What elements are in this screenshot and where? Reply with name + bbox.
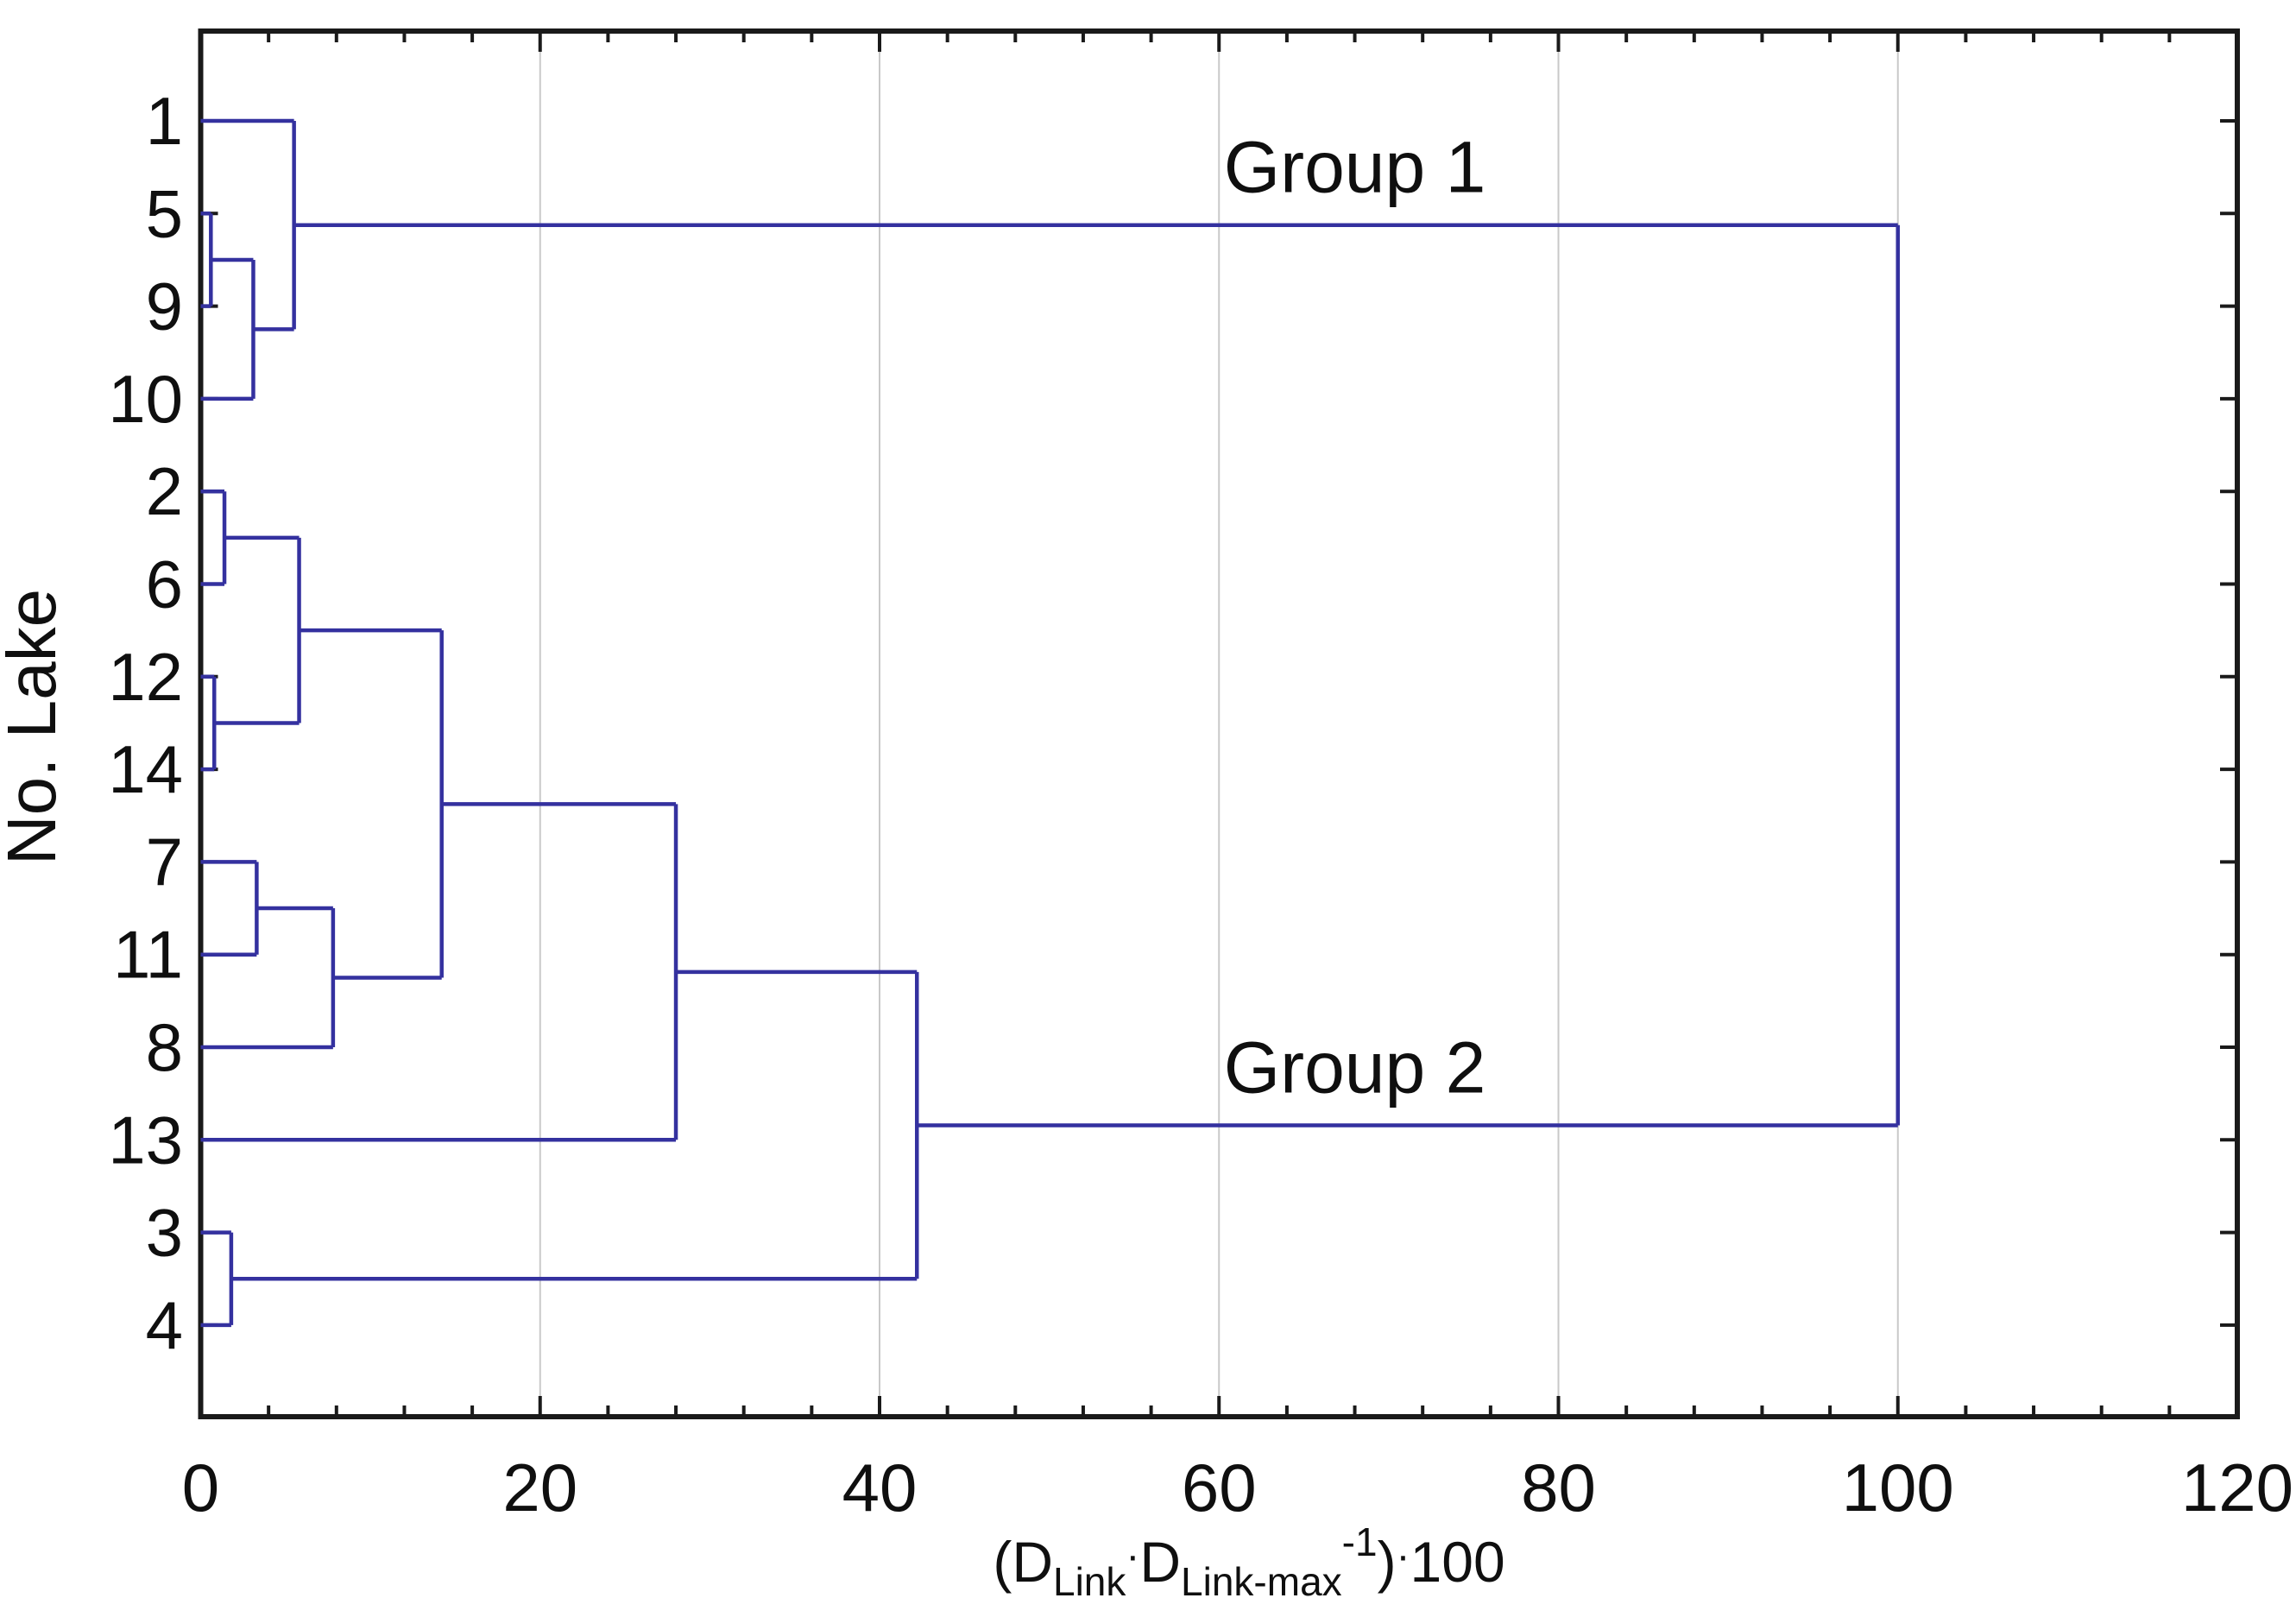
leaf-label: 3 (146, 1195, 183, 1271)
x-axis-title-part: D (1139, 1530, 1181, 1594)
leaf-label: 14 (108, 731, 183, 807)
x-axis-title-part: -1 (1342, 1519, 1378, 1564)
x-tick-label: 20 (502, 1450, 577, 1525)
leaf-label: 5 (146, 175, 183, 251)
x-axis-title-part: 100 (1410, 1530, 1505, 1594)
x-tick-label: 100 (1842, 1450, 1954, 1525)
x-axis-title-part: · (1126, 1533, 1139, 1579)
x-tick-labels: 0 20 40 60 80 100 120 (182, 1450, 2293, 1525)
leaf-label: 12 (108, 639, 183, 715)
x-tick-label: 80 (1521, 1450, 1596, 1525)
x-tick-label: 60 (1182, 1450, 1257, 1525)
leaf-label: 2 (146, 453, 183, 529)
x-axis-title: (DLink·DLink-max-1)·100 (993, 1519, 1504, 1604)
x-tick-label: 120 (2181, 1450, 2293, 1525)
leaf-label: 11 (113, 917, 183, 993)
leaf-label: 4 (146, 1287, 183, 1363)
leaf-labels: 1 5 9 10 2 6 12 14 7 11 8 13 3 4 (108, 83, 183, 1363)
x-axis-title-part: Link (1053, 1559, 1126, 1604)
leaf-label: 8 (146, 1009, 183, 1085)
plot-border (198, 28, 2240, 1419)
dendrogram-links (200, 118, 1900, 1328)
group-annotations: Group 1 Group 2 (1224, 127, 1486, 1109)
leaf-label: 6 (146, 546, 183, 622)
x-axis-title-part: Link-max (1181, 1559, 1342, 1604)
leaf-label: 13 (108, 1102, 183, 1178)
y-axis-title: No. Lake (0, 589, 70, 865)
leaf-label: 9 (146, 268, 183, 344)
x-axis-title-part: ) (1378, 1530, 1397, 1594)
leaf-label: 10 (108, 361, 183, 437)
leaf-label: 7 (146, 824, 183, 900)
leaf-label: 1 (146, 83, 183, 159)
x-tick-label: 0 (182, 1450, 219, 1525)
group-label: Group 2 (1224, 1027, 1486, 1109)
x-axis-title-part: (D (993, 1530, 1053, 1594)
group-label: Group 1 (1224, 127, 1486, 208)
x-axis-title-part: · (1397, 1533, 1410, 1579)
x-tick-label: 40 (842, 1450, 918, 1525)
